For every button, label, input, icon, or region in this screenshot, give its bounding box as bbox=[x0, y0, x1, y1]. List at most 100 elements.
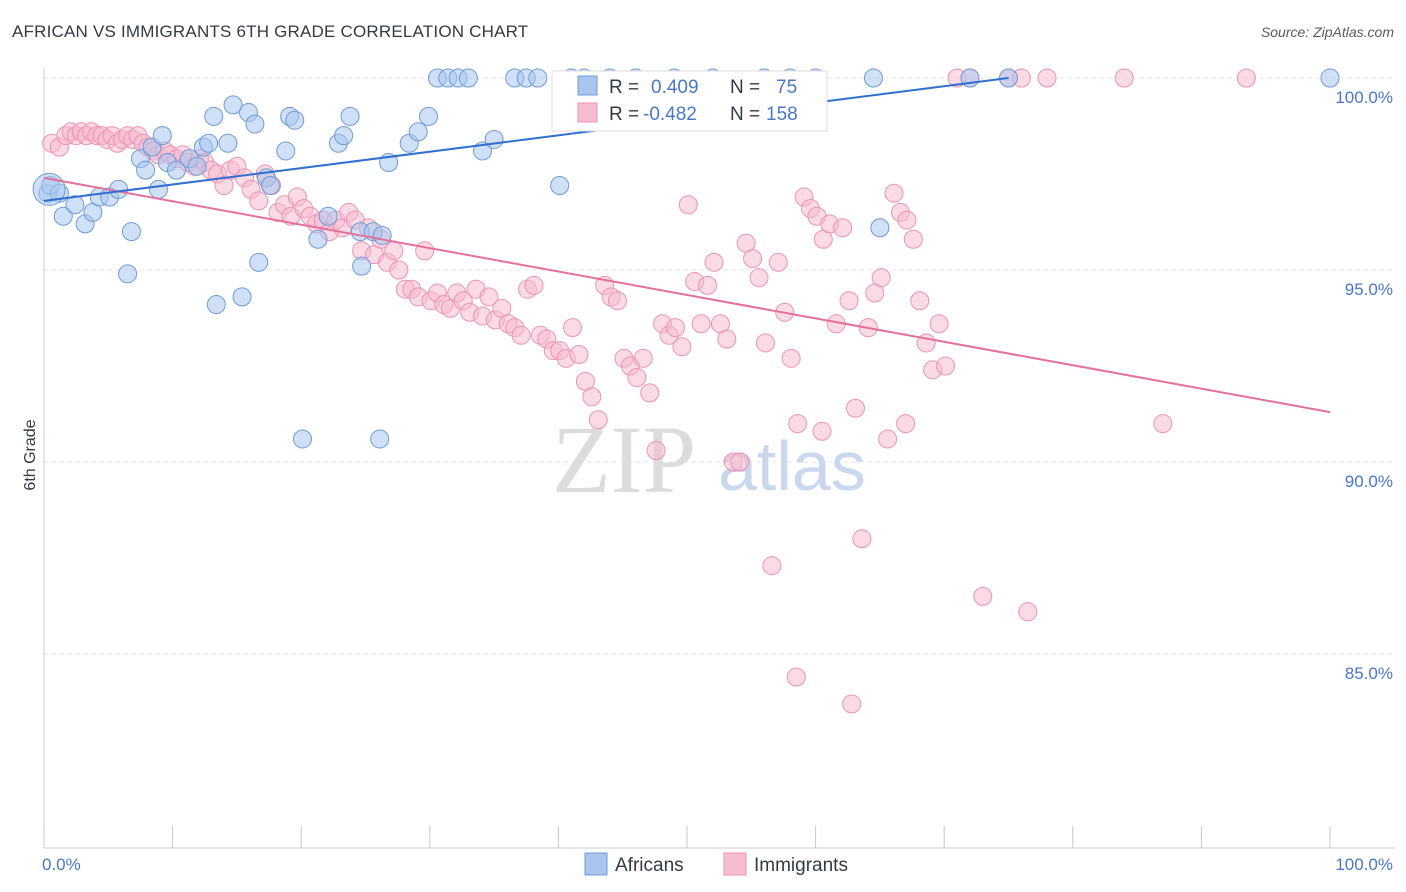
immigrants-point bbox=[633, 348, 653, 368]
immigrants-point bbox=[646, 440, 666, 460]
bottom-legend-immigrants: Immigrants bbox=[754, 855, 848, 876]
source-credit: Source: ZipAtlas.com bbox=[1260, 24, 1394, 40]
immigrants-point bbox=[781, 348, 801, 368]
immigrants-point bbox=[249, 191, 269, 211]
immigrants-point bbox=[762, 556, 782, 576]
africans-point bbox=[285, 110, 305, 130]
africans-point bbox=[118, 264, 138, 284]
immigrants-point bbox=[842, 694, 862, 714]
immigrants-point bbox=[973, 586, 993, 606]
africans-point bbox=[484, 129, 504, 149]
immigrants-point bbox=[415, 241, 435, 261]
immigrants-point bbox=[749, 268, 769, 288]
africans-point bbox=[308, 229, 328, 249]
africans-point bbox=[187, 156, 207, 176]
africans-trend-line bbox=[43, 77, 1009, 202]
immigrants-point bbox=[1114, 68, 1134, 88]
africans-point bbox=[372, 225, 392, 245]
africans-point bbox=[218, 133, 238, 153]
immigrants-points bbox=[42, 68, 1256, 714]
immigrants-point bbox=[698, 275, 718, 295]
y-tick-label: 100.0% bbox=[1335, 88, 1393, 107]
immigrants-point bbox=[588, 410, 608, 430]
y-tick-label: 90.0% bbox=[1345, 472, 1393, 491]
immigrants-point bbox=[691, 314, 711, 334]
legend-n-label-1: N = bbox=[730, 77, 760, 98]
africans-point bbox=[65, 195, 85, 215]
stats-legend: R = 0.409 N = 75 R = -0.482 N = 158 bbox=[551, 70, 828, 132]
africans-point bbox=[340, 106, 360, 126]
y-tick-label: 95.0% bbox=[1345, 280, 1393, 299]
immigrants-point bbox=[479, 287, 499, 307]
africans-point bbox=[136, 160, 156, 180]
immigrants-point bbox=[812, 421, 832, 441]
immigrants-point bbox=[896, 414, 916, 434]
africans-point bbox=[863, 68, 883, 88]
immigrants-point bbox=[929, 314, 949, 334]
africans-point bbox=[334, 126, 354, 146]
africans-point bbox=[292, 429, 312, 449]
bottom-legend-swatch-immigrants bbox=[723, 852, 747, 876]
immigrants-point bbox=[717, 329, 737, 349]
immigrants-point bbox=[839, 291, 859, 311]
immigrants-point bbox=[910, 291, 930, 311]
y-tick-label: 85.0% bbox=[1345, 664, 1393, 683]
bottom-legend-swatch-africans bbox=[584, 852, 608, 876]
immigrants-point bbox=[665, 318, 685, 338]
watermark-zip: ZIP bbox=[552, 406, 696, 513]
immigrants-point bbox=[903, 229, 923, 249]
immigrants-point bbox=[640, 383, 660, 403]
immigrants-point bbox=[1153, 414, 1173, 434]
x-tick-label: 0.0% bbox=[42, 855, 81, 874]
immigrants-point bbox=[563, 318, 583, 338]
immigrants-point bbox=[768, 252, 788, 272]
africans-point bbox=[419, 106, 439, 126]
africans-points bbox=[32, 68, 1340, 449]
immigrants-point bbox=[384, 241, 404, 261]
immigrants-point bbox=[884, 183, 904, 203]
immigrants-point bbox=[627, 368, 647, 388]
africans-point bbox=[148, 179, 168, 199]
africans-point bbox=[204, 106, 224, 126]
africans-point bbox=[370, 429, 390, 449]
immigrants-point bbox=[755, 333, 775, 353]
gridlines bbox=[44, 77, 1395, 655]
africans-point bbox=[206, 295, 226, 315]
immigrants-point bbox=[511, 325, 531, 345]
chart-title: AFRICAN VS IMMIGRANTS 6TH GRADE CORRELAT… bbox=[12, 22, 529, 41]
africans-point bbox=[352, 256, 372, 276]
africans-point bbox=[245, 114, 265, 134]
immigrants-point bbox=[608, 291, 628, 311]
immigrants-point bbox=[389, 260, 409, 280]
immigrants-point bbox=[1236, 68, 1256, 88]
immigrants-point bbox=[878, 429, 898, 449]
legend-r-label-1: R = bbox=[609, 77, 639, 98]
immigrants-point bbox=[524, 275, 544, 295]
legend-r-value-1: 0.409 bbox=[651, 77, 699, 98]
x-tick-label: 100.0% bbox=[1335, 855, 1393, 874]
y-axis-title: 6th Grade bbox=[22, 419, 39, 490]
immigrants-trend-line bbox=[43, 176, 1331, 414]
africans-point bbox=[223, 95, 243, 115]
immigrants-point bbox=[833, 218, 853, 238]
africans-point bbox=[1320, 68, 1340, 88]
bottom-legend: Africans Immigrants bbox=[584, 852, 848, 876]
tick-labels: 100.0% 95.0% 90.0% 85.0% 0.0% 100.0% bbox=[42, 88, 1393, 874]
immigrants-point bbox=[786, 667, 806, 687]
africans-point bbox=[166, 160, 186, 180]
africans-point-large bbox=[32, 172, 66, 206]
legend-n-label-2: N = bbox=[730, 104, 760, 125]
bottom-legend-africans: Africans bbox=[615, 855, 684, 876]
immigrants-point bbox=[1037, 68, 1057, 88]
africans-point bbox=[550, 176, 570, 196]
immigrants-point bbox=[672, 337, 692, 357]
legend-swatch-africans bbox=[577, 75, 598, 96]
africans-point bbox=[276, 141, 296, 161]
immigrants-point bbox=[569, 344, 589, 364]
africans-point bbox=[121, 222, 141, 242]
africans-point bbox=[249, 252, 269, 272]
africans-point bbox=[232, 287, 252, 307]
legend-r-value-2: -0.482 bbox=[643, 104, 697, 125]
africans-point bbox=[53, 206, 73, 226]
